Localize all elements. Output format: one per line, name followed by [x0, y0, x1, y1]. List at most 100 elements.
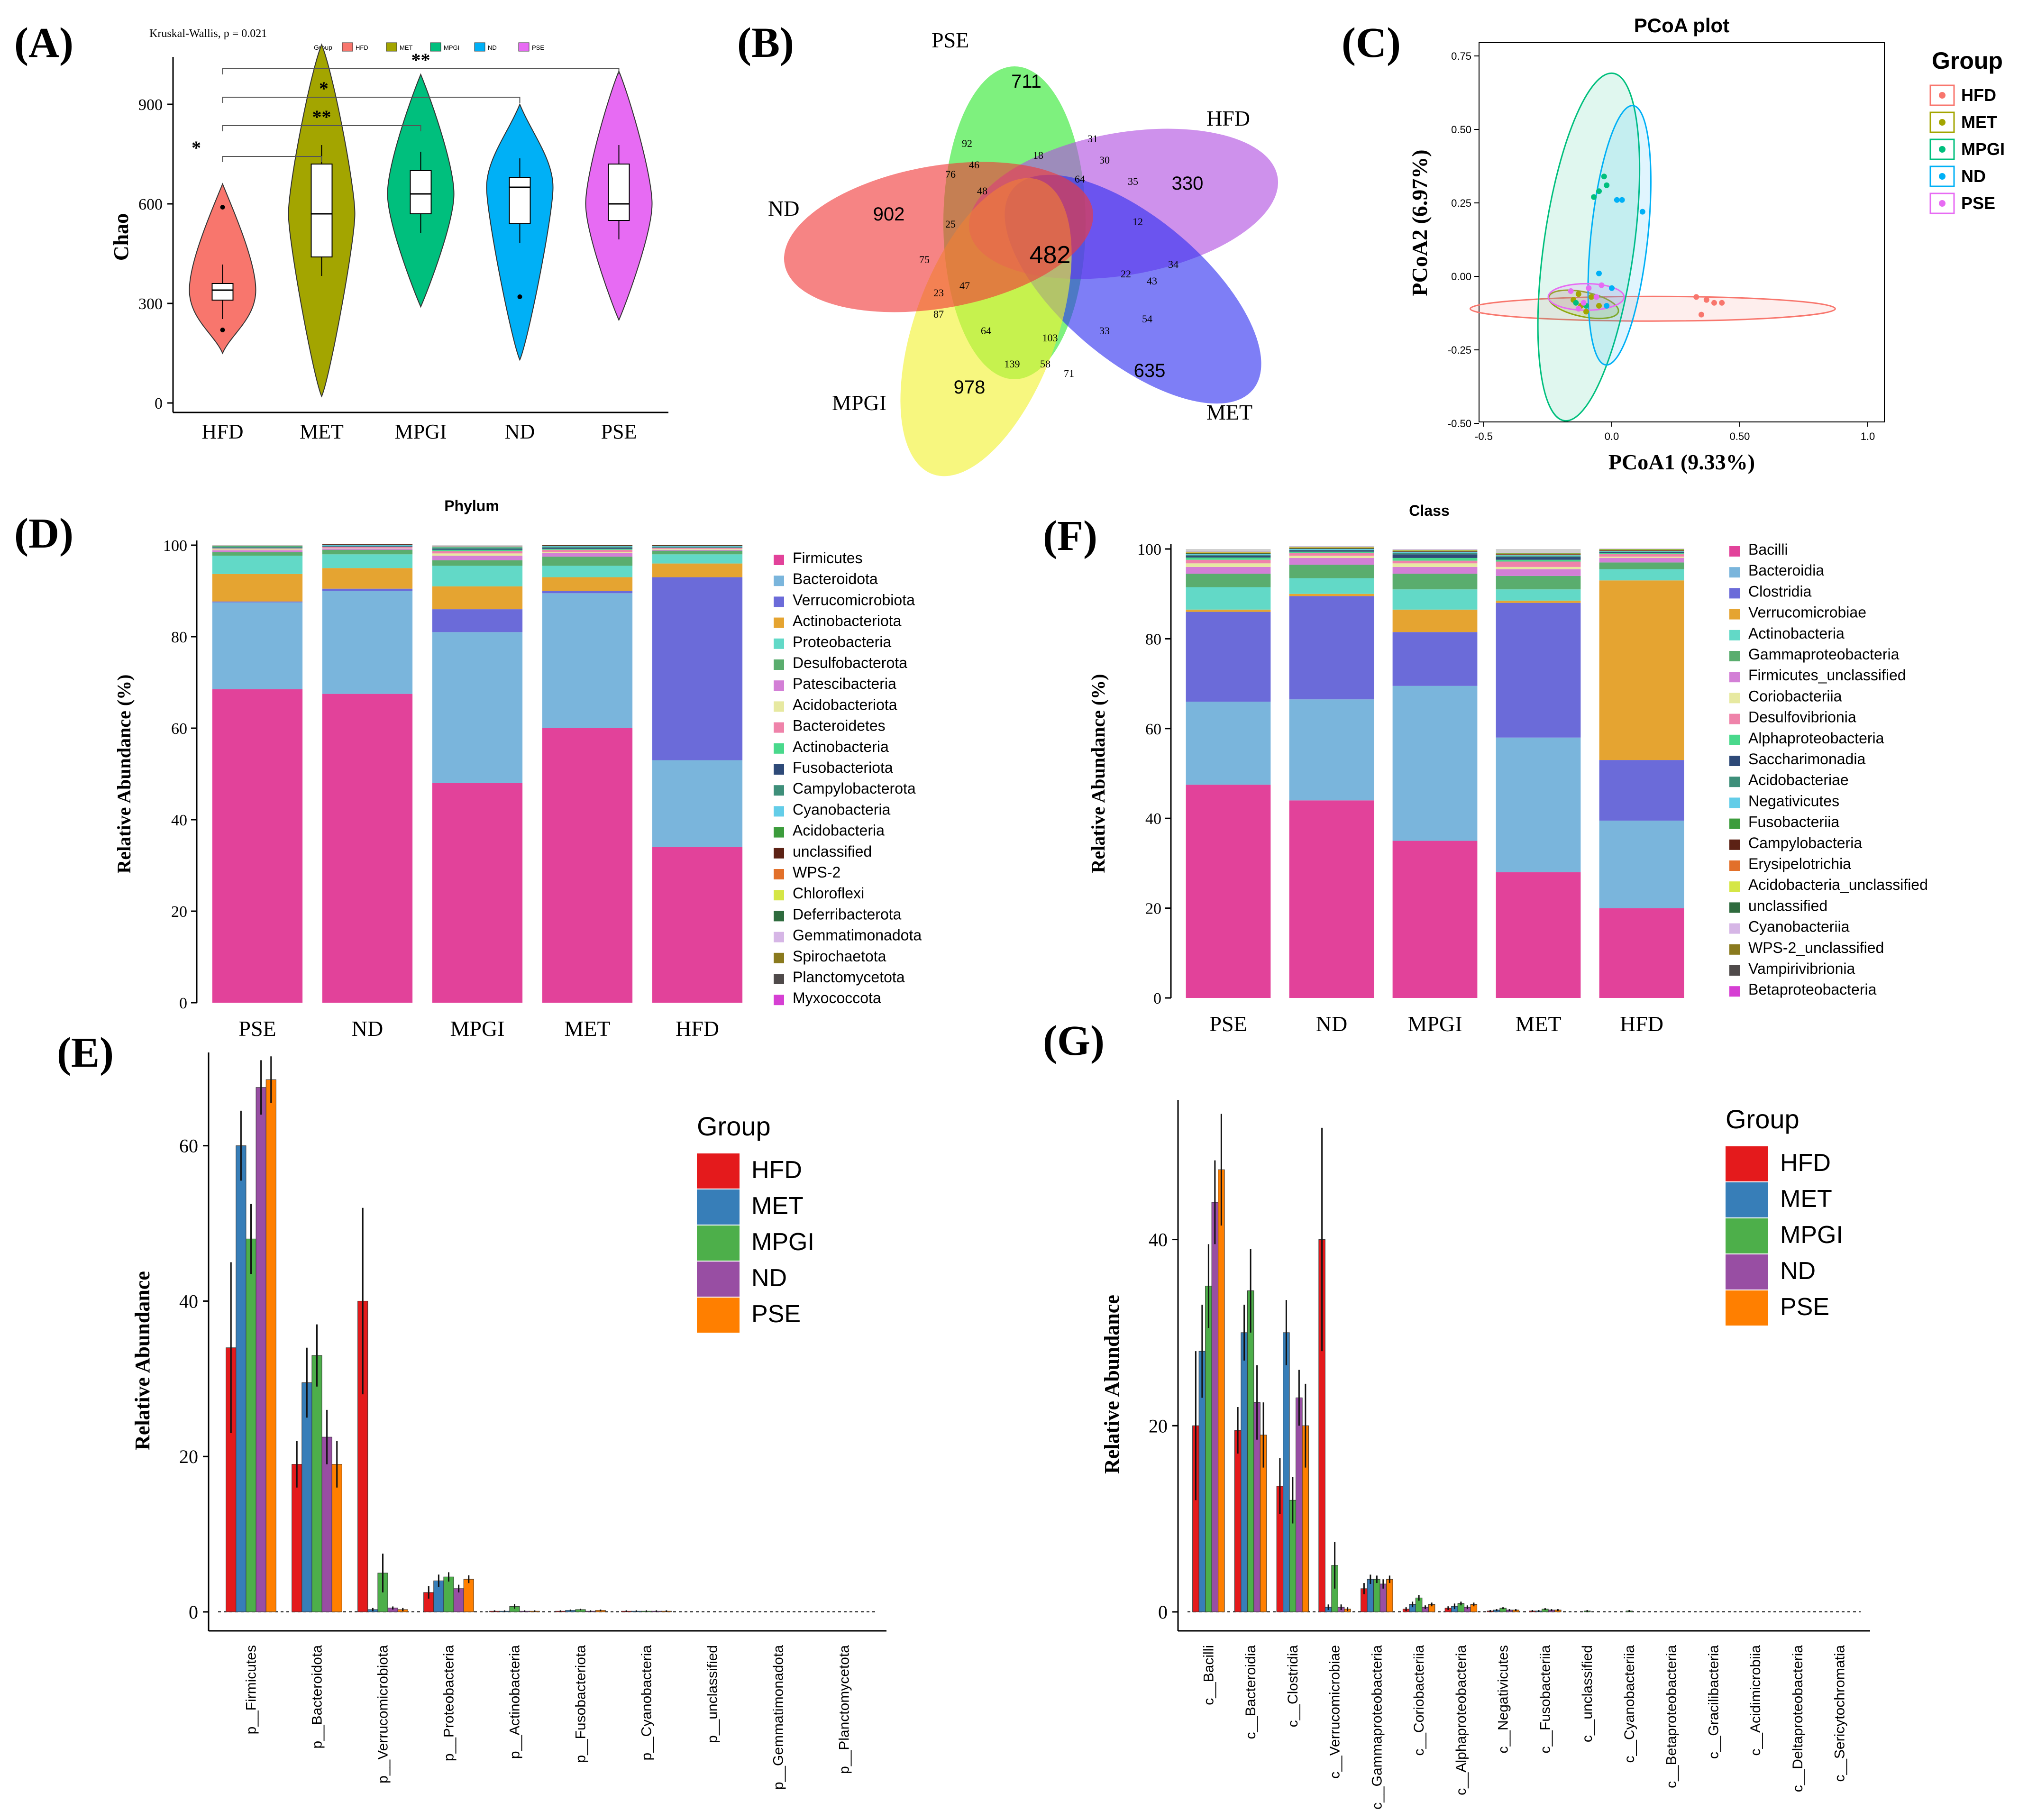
x-axis-title: PCoA1 (9.33%)	[1608, 450, 1755, 474]
venn-set-label: ND	[768, 196, 799, 220]
y-tick-label: 600	[138, 196, 163, 213]
venn-unique-count: 635	[1134, 360, 1166, 381]
bar-segment-gammaproteobacteria	[1392, 574, 1478, 590]
x-tick-label: p__Bacteroidota	[310, 1645, 325, 1749]
bar-segment-cyanobacteria	[322, 545, 413, 546]
bar-mpgi	[443, 1576, 454, 1612]
bar-segment-saccharimonadia	[1496, 557, 1581, 560]
y-axis-title: Chao	[110, 213, 133, 261]
y-tick-label: 20	[1145, 900, 1161, 918]
y-tick-label: 60	[179, 1135, 198, 1157]
legend-swatch	[774, 785, 784, 796]
bar-segment-negativicutes	[1599, 551, 1684, 552]
bar-segment-other	[212, 545, 303, 546]
legend-swatch	[697, 1226, 740, 1261]
bar-segment-campylobacteria	[1289, 548, 1374, 549]
bar-segment-acidobacteriae	[1392, 553, 1478, 555]
legend-label: Bacteroidia	[1748, 562, 1824, 579]
legend-label: PSE	[1961, 193, 1995, 213]
bar-pse	[1386, 1579, 1393, 1612]
bar-segment-desulfovibrionia	[1599, 554, 1684, 557]
legend-label: Gammaproteobacteria	[1748, 646, 1900, 663]
bar-segment-saccharimonadia	[1289, 550, 1374, 552]
legend-swatch	[1729, 630, 1740, 640]
panel-label: (B)	[737, 19, 794, 66]
legend-label: Saccharimonadia	[1748, 750, 1865, 768]
legend-label: Cyanobacteriia	[1748, 918, 1850, 935]
significance-bracket	[222, 68, 620, 74]
pcoa-point-nd	[1614, 197, 1620, 203]
venn-intersection-count: 75	[919, 254, 930, 265]
bar-segment-acidobacteria	[212, 546, 303, 547]
bar-segment-clostridia	[1289, 596, 1374, 700]
venn-core-count: 482	[1030, 241, 1071, 269]
chart-title: Phylum	[444, 497, 499, 514]
bar-mpgi	[246, 1238, 256, 1612]
y-tick-label: 0	[1153, 990, 1161, 1007]
legend-label: Cyanobacteria	[793, 801, 891, 818]
bar-segment-bacilli	[1392, 841, 1478, 998]
box	[608, 164, 630, 221]
legend-swatch	[774, 722, 784, 733]
bar-segment-actinobacteriota	[652, 563, 743, 577]
bar-segment-bacteroidota	[322, 591, 413, 694]
y-tick-label: 20	[179, 1446, 198, 1467]
legend-swatch	[774, 995, 784, 1006]
y-tick-label: 0	[189, 1601, 198, 1623]
legend-label: Erysipelotrichia	[1748, 855, 1851, 872]
bar-segment-bacilli	[1186, 785, 1271, 998]
bar-segment-verrucomicrobiae	[1186, 609, 1271, 612]
legend-swatch	[774, 576, 784, 586]
pcoa-point-met	[1588, 294, 1594, 300]
venn-ellipse-nd	[784, 162, 1094, 312]
bar-segment-bacilli	[1289, 800, 1374, 998]
bar-segment-patescibacteria	[212, 550, 303, 552]
significance-bracket	[222, 156, 322, 162]
bar-segment-firmicutes_unclassified	[1496, 569, 1581, 576]
bar-segment-actinobacteriota	[322, 568, 413, 589]
bar-segment-acidobacteriae	[1496, 556, 1581, 558]
legend-label: MPGI	[1780, 1221, 1843, 1249]
bar-segment-firmicutes	[432, 783, 523, 1003]
bar-segment-cyanobacteria	[542, 546, 633, 547]
x-tick-label: MET	[564, 1016, 610, 1041]
legend-label: Vampirivibrionia	[1748, 960, 1855, 977]
pcoa-point-nd	[1604, 303, 1610, 309]
venn-intersection-count: 22	[1121, 268, 1131, 280]
chart-subtitle: Kruskal-Wallis, p = 0.021	[149, 27, 267, 40]
legend-label: Planctomycetota	[793, 969, 905, 986]
bar-segment-acidobacteriota	[652, 549, 743, 550]
legend-label: MET	[751, 1192, 804, 1220]
y-tick-label: 20	[171, 903, 187, 921]
x-tick-label: c__Betaproteobacteria	[1664, 1645, 1680, 1788]
pcoa-point-mpgi	[1591, 194, 1597, 200]
legend-swatch	[1729, 756, 1740, 766]
y-tick-label: 300	[138, 295, 163, 313]
legend-swatch	[774, 701, 784, 712]
legend-label: Actinobacteria	[793, 738, 889, 755]
legend-swatch	[430, 42, 441, 52]
significance-label: *	[319, 78, 329, 99]
bar-segment-bacteroidetes	[322, 547, 413, 548]
venn-intersection-count: 54	[1142, 313, 1152, 325]
legend-label: Acidobacteria	[793, 822, 885, 839]
bar-segment-acidobacteria_unclassified	[1496, 553, 1581, 554]
legend-marker	[1939, 92, 1946, 99]
panel-label: (E)	[57, 1029, 114, 1076]
bar-segment-campylobacterota	[212, 547, 303, 548]
plot-frame	[1479, 42, 1885, 422]
bar-segment-actinobacteriota	[212, 574, 303, 602]
legend-swatch	[1729, 986, 1740, 997]
bar-segment-desulfovibrionia	[1289, 553, 1374, 556]
bar-segment-verrucomicrobiota	[432, 609, 523, 632]
bar-segment-desulfobacterota	[212, 552, 303, 556]
bar-segment-alphaproteobacteria	[1186, 557, 1271, 560]
legend-label: Desulfobacterota	[793, 654, 907, 671]
bar-segment-fusobacteriota	[542, 548, 633, 549]
bar-segment-actinobacteria	[1186, 587, 1271, 610]
legend-swatch	[1726, 1254, 1768, 1290]
legend-label: Fusobacteriota	[793, 759, 893, 776]
confidence-ellipse-nd	[1587, 105, 1652, 366]
x-tick-label: p__Verrucomicrobiota	[375, 1645, 391, 1783]
legend-swatch	[1726, 1182, 1768, 1217]
